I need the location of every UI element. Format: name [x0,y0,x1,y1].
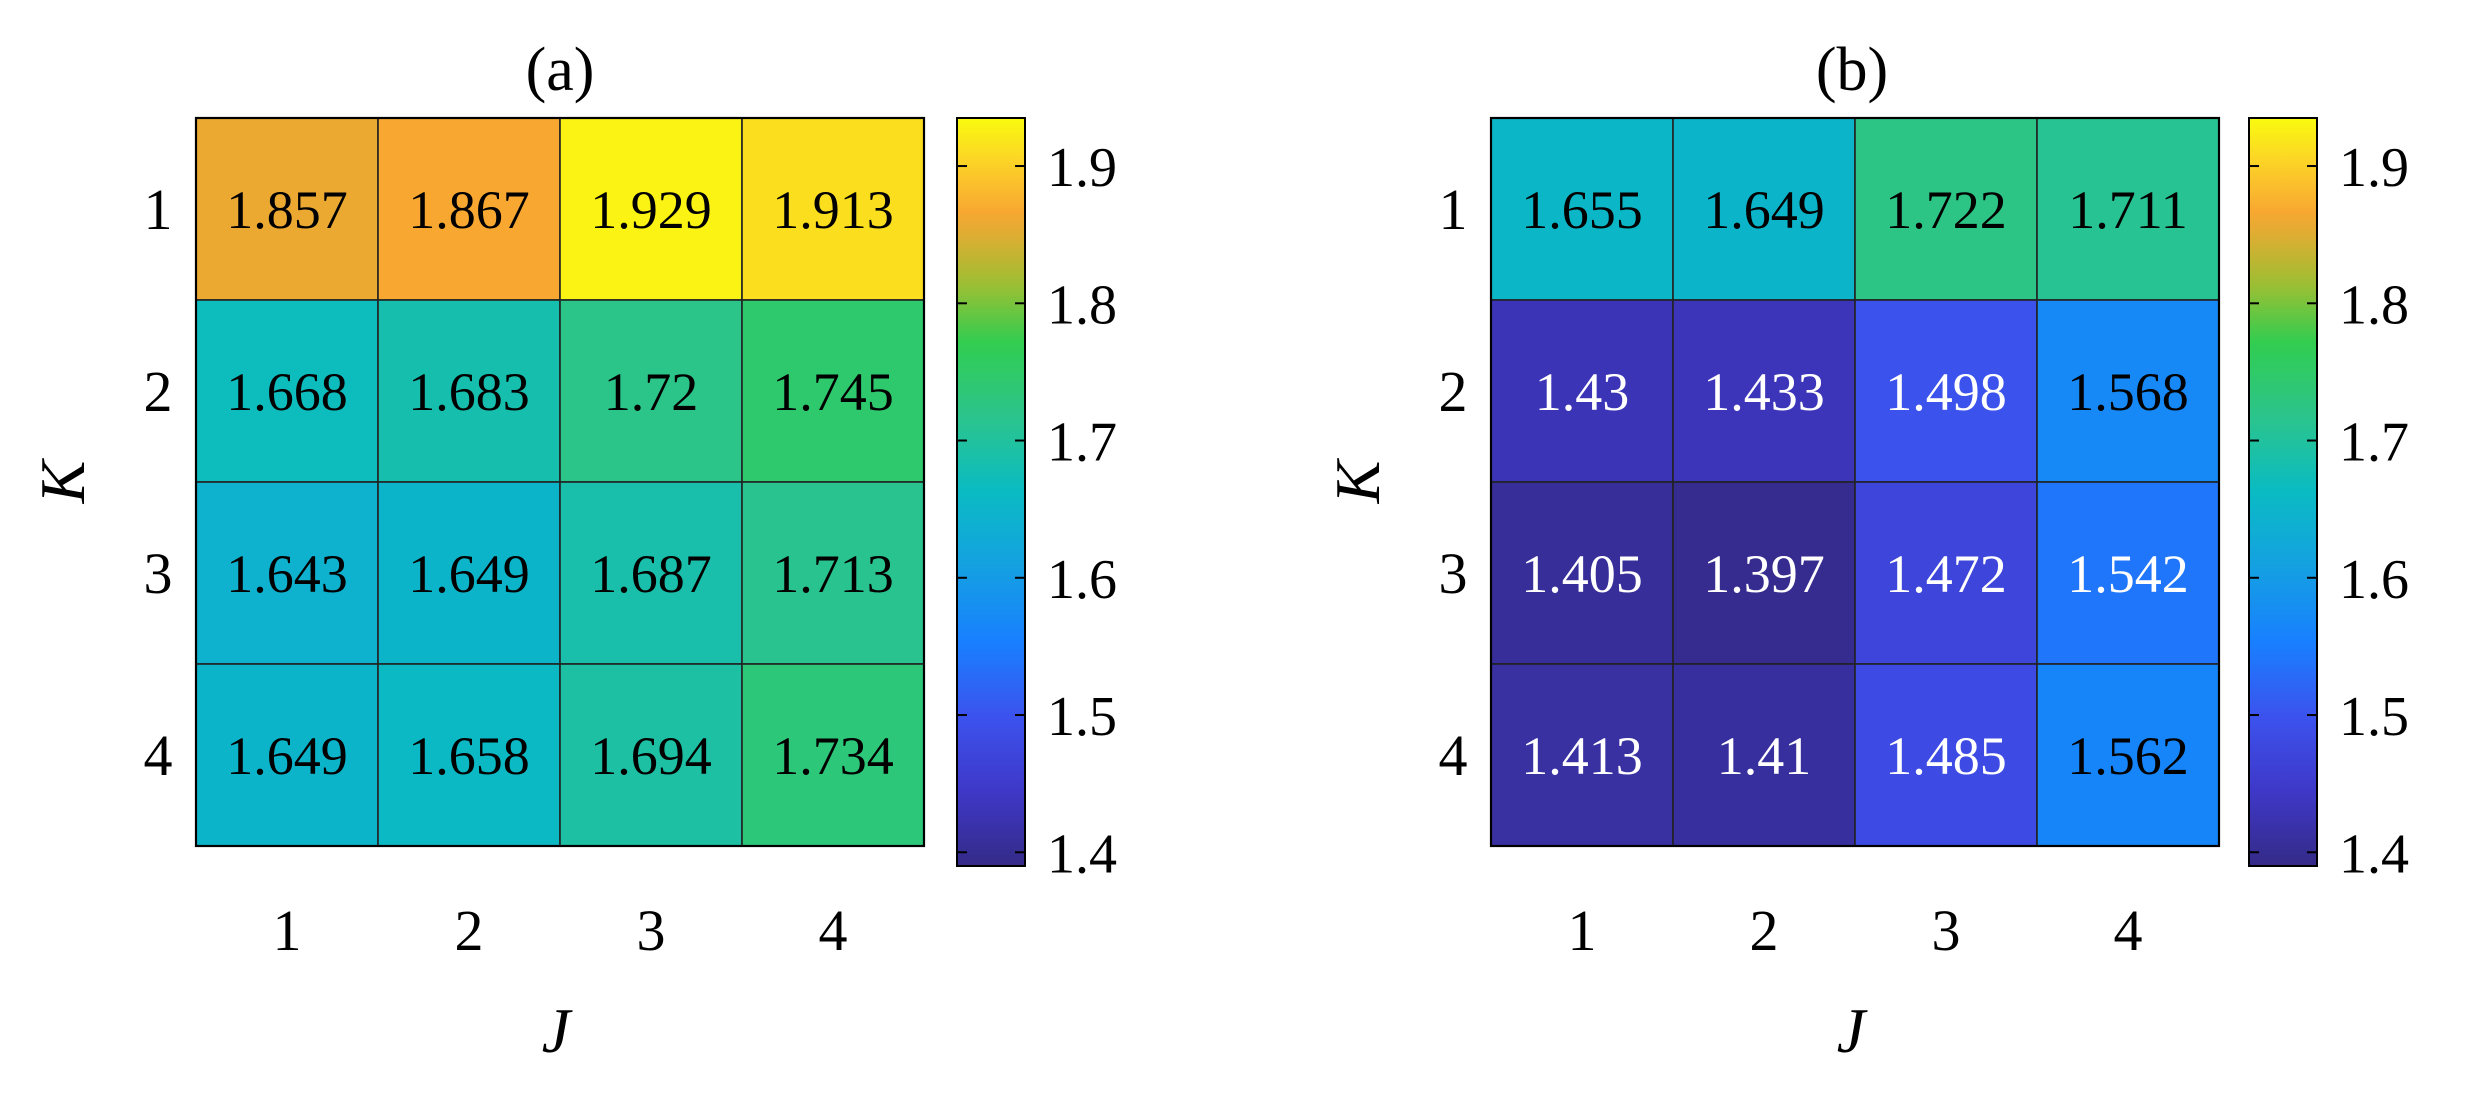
colorbar-tick-label: 1.9 [1047,137,1117,199]
x-tick-label: 3 [1932,898,1961,963]
y-tick-label: 2 [144,359,173,424]
x-tick-label: 2 [455,898,484,963]
cell-value-label: 1.72 [604,362,699,422]
colorbar-tick-label: 1.6 [1047,549,1117,611]
cell-value-label: 1.668 [226,362,348,422]
y-tick-label: 2 [1439,359,1468,424]
x-axis-label: J [542,995,573,1066]
cell-value-label: 1.41 [1717,726,1812,786]
y-tick-label: 3 [144,541,173,606]
y-tick-label: 1 [144,177,173,242]
cell-value-label: 1.405 [1521,544,1643,604]
heatmap-cell [195,299,379,483]
cell-value-label: 1.643 [226,544,348,604]
heatmap-cell [377,299,561,483]
cell-value-label: 1.687 [590,544,712,604]
colorbar-tick-label: 1.5 [2339,686,2409,748]
colorbar-tick-label: 1.7 [2339,412,2409,474]
cell-value-label: 1.397 [1703,544,1825,604]
y-tick-label: 3 [1439,541,1468,606]
heatmap-cell [1672,481,1856,665]
cell-value-label: 1.562 [2067,726,2189,786]
heatmap-cell [1854,481,2038,665]
cell-value-label: 1.713 [772,544,894,604]
cell-value-label: 1.913 [772,180,894,240]
y-tick-label: 4 [144,723,173,788]
colorbar-tick-label: 1.4 [2339,823,2409,885]
heatmap-cell [1672,117,1856,301]
heatmap-cell [1490,481,1674,665]
heatmap-cell [741,663,925,847]
cell-value-label: 1.694 [590,726,712,786]
heatmap-cell [1854,663,2038,847]
cell-value-label: 1.649 [226,726,348,786]
y-tick-label: 4 [1439,723,1468,788]
plot-frame [194,116,926,848]
colorbar [2248,117,2318,867]
cell-value-label: 1.649 [1703,180,1825,240]
heatmap-cell [741,117,925,301]
y-axis-label: K [27,457,98,504]
cell-value-label: 1.542 [2067,544,2189,604]
colorbar-tick-label: 1.9 [2339,137,2409,199]
panel-title: (b) [1816,36,1888,104]
heatmap-cell [1672,299,1856,483]
heatmap-cell [377,481,561,665]
cell-value-label: 1.433 [1703,362,1825,422]
cell-value-label: 1.498 [1885,362,2007,422]
heatmap-cell [2036,663,2220,847]
cell-value-label: 1.655 [1521,180,1643,240]
heatmap-cell [377,663,561,847]
cell-value-label: 1.413 [1521,726,1643,786]
x-tick-label: 1 [1568,898,1597,963]
colorbar-tick-label: 1.8 [1047,274,1117,336]
colorbar-tick-label: 1.7 [1047,412,1117,474]
cell-value-label: 1.711 [2068,180,2188,240]
panel-title: (a) [526,36,595,104]
heatmap-cell [1672,663,1856,847]
cell-value-label: 1.867 [408,180,530,240]
heatmap-cell [1854,299,2038,483]
cell-value-label: 1.649 [408,544,530,604]
cell-value-label: 1.745 [772,362,894,422]
x-tick-label: 3 [637,898,666,963]
cell-value-label: 1.472 [1885,544,2007,604]
plot-frame [1489,116,2221,848]
cell-value-label: 1.43 [1535,362,1630,422]
y-tick-label: 1 [1439,177,1468,242]
y-axis-label: K [1322,457,1393,504]
colorbar-tick-label: 1.4 [1047,823,1117,885]
cell-value-label: 1.857 [226,180,348,240]
x-tick-label: 1 [273,898,302,963]
x-tick-label: 4 [819,898,848,963]
colorbar-tick-label: 1.6 [2339,549,2409,611]
colorbar-tick-label: 1.8 [2339,274,2409,336]
cell-value-label: 1.485 [1885,726,2007,786]
heatmap-cell [377,117,561,301]
heatmap-cell [2036,299,2220,483]
cell-value-label: 1.683 [408,362,530,422]
x-tick-label: 4 [2114,898,2143,963]
heatmap-cell [195,117,379,301]
x-tick-label: 2 [1750,898,1779,963]
cell-value-label: 1.568 [2067,362,2189,422]
heatmap-cell [2036,117,2220,301]
cell-value-label: 1.929 [590,180,712,240]
cell-value-label: 1.722 [1885,180,2007,240]
colorbar [956,117,1026,867]
heatmap-cell [741,299,925,483]
x-axis-label: J [1837,995,1868,1066]
colorbar-tick-label: 1.5 [1047,686,1117,748]
heatmap-cell [195,663,379,847]
heatmap-cell [741,481,925,665]
cell-value-label: 1.734 [772,726,894,786]
heatmap-cell [559,663,743,847]
cell-value-label: 1.658 [408,726,530,786]
heatmap-cell [1490,117,1674,301]
